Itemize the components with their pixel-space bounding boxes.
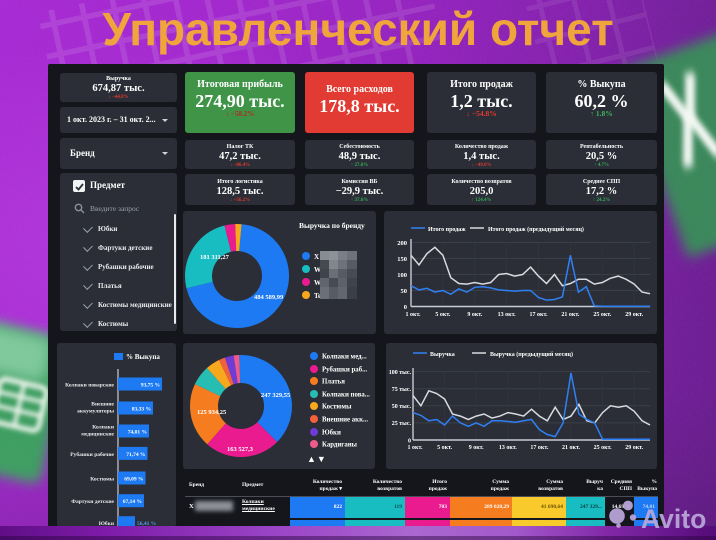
svg-text:67,14 %: 67,14 % (123, 499, 142, 505)
svg-text:21 окт.: 21 окт. (562, 445, 580, 451)
svg-text:100: 100 (397, 272, 407, 279)
svg-text:71,74 %: 71,74 % (126, 452, 145, 458)
svg-text:17 окт.: 17 окт. (530, 445, 548, 451)
svg-text:Итого продаж (предыдущий месяц: Итого продаж (предыдущий месяц) (488, 226, 584, 233)
svg-text:Рубашки рабочие: Рубашки рабочие (70, 451, 114, 458)
svg-text:125 934,25: 125 934,25 (197, 409, 227, 416)
svg-text:Колпаки: Колпаки (92, 425, 115, 431)
svg-text:Внешние: Внешние (91, 402, 114, 408)
svg-text:21 окт.: 21 окт. (561, 312, 579, 318)
svg-text:0: 0 (408, 439, 411, 445)
svg-text:25 тыс.: 25 тыс. (392, 421, 412, 427)
svg-text:медицинские: медицинские (81, 432, 114, 438)
svg-text:93,75 %: 93,75 % (141, 383, 160, 389)
svg-text:5 окт.: 5 окт. (435, 312, 450, 318)
svg-text:17 окт.: 17 окт. (530, 312, 548, 318)
svg-text:Костюмы: Костюмы (90, 477, 114, 483)
svg-text:50 тыс.: 50 тыс. (392, 404, 412, 410)
svg-text:29 окт.: 29 окт. (625, 312, 643, 318)
svg-text:25 окт.: 25 окт. (594, 445, 612, 451)
svg-text:Выручка (предыдущий месяц): Выручка (предыдущий месяц) (490, 351, 573, 358)
svg-text:56,41 %: 56,41 % (137, 521, 156, 527)
svg-text:13 окт.: 13 окт. (498, 312, 516, 318)
svg-text:181 311,27: 181 311,27 (200, 254, 230, 261)
svg-text:Avito: Avito (641, 504, 706, 534)
svg-text:100 тыс.: 100 тыс. (389, 370, 412, 376)
svg-text:1 окт.: 1 окт. (408, 445, 423, 451)
svg-text:484 589,99: 484 589,99 (254, 294, 284, 301)
svg-text:0: 0 (404, 304, 407, 311)
svg-text:1 окт.: 1 окт. (406, 312, 421, 318)
svg-text:50: 50 (401, 288, 408, 295)
svg-text:69,09 %: 69,09 % (124, 477, 143, 483)
svg-text:9 окт.: 9 окт. (467, 312, 482, 318)
svg-text:163 527,3: 163 527,3 (227, 446, 254, 453)
svg-text:Фартуки детские: Фартуки детские (71, 499, 114, 505)
svg-text:200: 200 (397, 240, 407, 247)
svg-text:150: 150 (397, 256, 407, 263)
svg-text:% Выкупа: % Выкупа (126, 353, 160, 361)
svg-text:Итого продаж: Итого продаж (428, 227, 466, 233)
svg-text:13 окт.: 13 окт. (499, 445, 517, 451)
svg-text:5 окт.: 5 окт. (437, 445, 452, 451)
svg-text:74,01 %: 74,01 % (128, 430, 147, 436)
svg-text:25 окт.: 25 окт. (593, 312, 611, 318)
svg-text:75 тыс.: 75 тыс. (392, 387, 412, 393)
svg-text:83,33 %: 83,33 % (132, 407, 151, 413)
svg-text:аккумуляторы: аккумуляторы (77, 409, 115, 415)
svg-text:29 окт.: 29 окт. (625, 445, 643, 451)
svg-text:Юбки: Юбки (99, 520, 115, 527)
svg-text:9 окт.: 9 окт. (469, 445, 484, 451)
svg-text:Выручка: Выручка (430, 352, 455, 358)
svg-text:Колпаки поварские: Колпаки поварские (65, 383, 114, 389)
svg-text:247 329,55: 247 329,55 (261, 392, 291, 399)
